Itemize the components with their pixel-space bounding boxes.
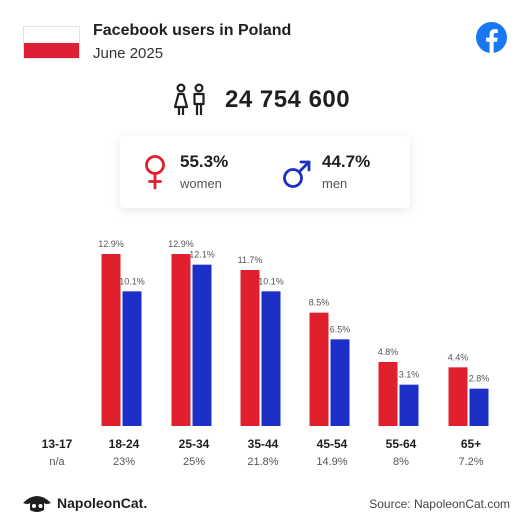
data-label: 12.1% [189, 250, 215, 260]
female-icon [145, 155, 165, 190]
category-share-label: n/a [49, 456, 65, 468]
x-tick-label: 55-64 [386, 437, 417, 451]
category-share-label: 23% [113, 456, 135, 468]
brand-name: NapoleonCat. [57, 495, 148, 511]
page-title: Facebook users in Poland [93, 22, 292, 39]
bar-women-35-44 [240, 270, 260, 426]
total-users-value: 24 754 600 [225, 86, 351, 113]
category-share-label: 14.9% [316, 456, 347, 468]
data-label: 11.7% [238, 255, 263, 265]
category-share-label: 8% [393, 456, 409, 468]
bar-women-25-34 [171, 254, 191, 426]
data-label: 12.9% [168, 239, 194, 249]
data-label: 12.9% [98, 239, 124, 249]
women-label: women [180, 176, 222, 191]
data-label: 10.1% [258, 276, 284, 286]
bar-men-55-64 [399, 384, 419, 426]
x-tick-label: 45-54 [317, 437, 348, 451]
x-tick-label: 65+ [461, 437, 481, 451]
header: Facebook users in Poland June 2025 [0, 0, 530, 80]
poland-flag-icon [23, 26, 80, 59]
bar-men-65+ [469, 388, 489, 426]
footer: NapoleonCat. Source: NapoleonCat.com [0, 488, 530, 525]
data-label: 4.4% [448, 352, 469, 362]
bar-men-25-34 [192, 264, 212, 426]
bar-men-18-24 [122, 291, 142, 426]
x-tick-label: 13-17 [42, 437, 73, 451]
age-bar-chart: 13-17n/a12.9%10.1%18-2423%12.9%12.1%25-3… [42, 239, 490, 468]
page-subtitle: June 2025 [93, 45, 164, 62]
source-text: Source: NapoleonCat.com [369, 497, 510, 511]
data-label: 3.1% [399, 370, 420, 380]
data-label: 8.5% [309, 298, 330, 308]
category-share-label: 25% [183, 456, 205, 468]
data-label: 10.1% [119, 276, 145, 286]
men-share-value: 44.7% [322, 152, 371, 171]
gender-card: 55.3% women 44.7% men [120, 136, 410, 208]
total-users: 24 754 600 [172, 83, 350, 117]
data-label: 4.8% [378, 347, 399, 357]
data-label: 2.8% [469, 374, 490, 384]
male-icon [283, 160, 311, 188]
napoleoncat-logo-icon [23, 496, 51, 512]
bar-women-45-54 [309, 312, 329, 426]
bar-men-45-54 [330, 339, 350, 426]
bar-women-55-64 [378, 362, 398, 426]
men-label: men [322, 176, 348, 191]
category-share-label: 21.8% [247, 456, 278, 468]
data-label: 6.5% [330, 324, 351, 334]
x-tick-label: 18-24 [109, 437, 140, 451]
category-share-label: 7.2% [458, 456, 483, 468]
x-tick-label: 35-44 [248, 437, 279, 451]
facebook-icon [476, 22, 507, 53]
bar-women-18-24 [101, 254, 121, 426]
bar-women-65+ [448, 367, 468, 426]
x-tick-label: 25-34 [179, 437, 210, 451]
people-icon [173, 83, 205, 115]
bar-men-35-44 [261, 291, 281, 426]
women-share-value: 55.3% [180, 152, 229, 171]
